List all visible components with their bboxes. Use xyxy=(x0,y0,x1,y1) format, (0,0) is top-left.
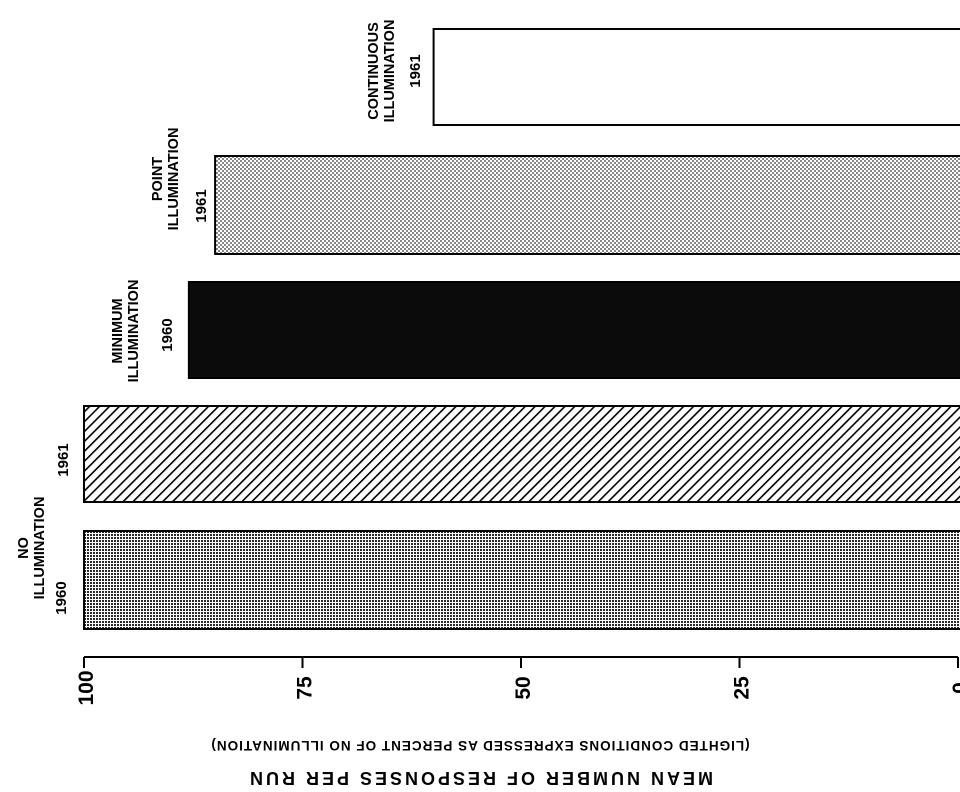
tick-label-50: 50 xyxy=(512,676,535,699)
year-label-2: 1960 xyxy=(159,318,176,351)
bar-continuous-illumination-1961 xyxy=(432,28,960,126)
x-axis-subtitle: (LIGHTED CONDITIONS EXPRESSED AS PERCENT… xyxy=(210,738,749,753)
year-label-0: 1960 xyxy=(53,581,70,614)
x-axis-title: MEAN NUMBER OF RESPONSES PER RUN xyxy=(247,768,713,788)
bar-minimum-illumination-1960 xyxy=(187,281,960,379)
x-axis-ticks: 100 75 50 25 0 xyxy=(75,657,960,706)
bar-point-illumination-1961 xyxy=(214,155,960,255)
bars-group xyxy=(83,28,960,630)
tick-label-25: 25 xyxy=(731,676,754,700)
tick-label-100: 100 xyxy=(75,670,98,705)
group-label-point: POINTILLUMINATION xyxy=(150,128,182,231)
category-labels: NOILLUMINATION MINIMUMILLUMINATION POINTIL… xyxy=(16,20,424,615)
group-label-no: NOILLUMINATION xyxy=(16,497,48,600)
bar-no-illumination-1960 xyxy=(83,530,960,630)
bar-no-illumination-1961 xyxy=(83,405,960,503)
year-label-3: 1961 xyxy=(193,189,210,222)
tick-label-75: 75 xyxy=(294,676,317,700)
tick-label-0: 0 xyxy=(949,682,960,694)
group-label-cont: CONTINUOUSILLUMINATION xyxy=(366,20,398,123)
year-label-4: 1961 xyxy=(407,54,424,87)
group-label-min: MINIMUMILLUMINATION xyxy=(110,280,142,383)
year-label-1: 1961 xyxy=(55,443,72,476)
